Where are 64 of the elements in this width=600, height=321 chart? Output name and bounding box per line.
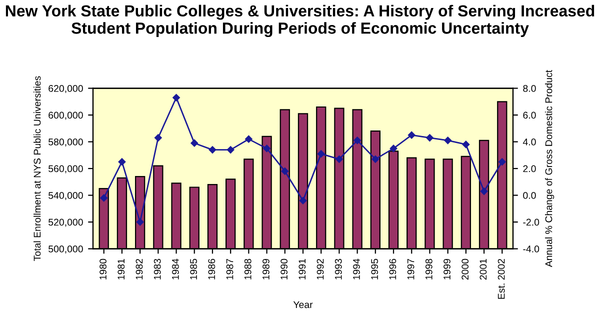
point: [263, 144, 270, 152]
x-tick-label: 1996: [389, 258, 396, 280]
x-tick-label: Est. 2002: [498, 258, 505, 299]
x-tick-label: 1994: [353, 258, 360, 280]
y2-axis-title: Annual % Change of Gross Domestic Product: [545, 70, 554, 268]
x-tick-label: 1982: [136, 258, 143, 280]
point: [299, 196, 307, 204]
point: [444, 136, 452, 144]
x-tick-label: 2001: [480, 258, 487, 280]
y-tick-label: 560,000: [48, 165, 83, 174]
y-tick-label: 520,000: [48, 218, 83, 227]
y-axis-title: Total Enrollment at NYS Public Universities: [34, 76, 41, 261]
y-tick-label: 500,000: [48, 246, 83, 254]
point: [190, 139, 198, 147]
y2-tick-label: 6.0: [523, 112, 536, 119]
y2-tick-label: 4.0: [522, 138, 536, 146]
x-tick-label: 1986: [208, 258, 216, 280]
y-tick-label: 540,000: [48, 192, 83, 200]
y-tick-label: 600,000: [48, 112, 83, 120]
y-tick-label: 580,000: [48, 138, 83, 147]
point: [136, 218, 144, 226]
x-tick-label: 1990: [280, 258, 288, 280]
point: [317, 150, 325, 158]
point: [154, 134, 162, 142]
x-tick-label: 1983: [154, 258, 161, 280]
point: [408, 131, 416, 139]
point: [172, 94, 180, 102]
point: [118, 158, 126, 166]
point: [498, 158, 506, 166]
point: [208, 146, 216, 154]
y2-tick-label: 0.0: [523, 192, 536, 199]
point: [390, 144, 398, 152]
point: [354, 136, 361, 144]
point: [426, 134, 434, 142]
x-axis-title: Year: [293, 301, 313, 308]
x-tick-label: 1997: [407, 258, 414, 280]
point: [462, 140, 470, 148]
x-tick-label: 1980: [100, 258, 106, 280]
x-tick-label: 1991: [298, 258, 306, 280]
x-tick-label: 1987: [226, 258, 234, 280]
y-tick-label: 620,000: [48, 85, 83, 94]
point: [480, 188, 488, 195]
x-tick-label: 1999: [444, 258, 450, 280]
point: [226, 146, 234, 154]
y2-tick-label: -2.0: [523, 218, 540, 226]
x-tick-label: 1992: [316, 258, 324, 280]
point: [372, 156, 380, 163]
x-tick-label: 1993: [334, 258, 342, 280]
x-tick-label: 1995: [371, 258, 378, 280]
x-tick-label: 1985: [190, 258, 197, 280]
x-tick-label: 1988: [244, 258, 252, 280]
x-tick-label: 1989: [262, 258, 270, 280]
y2-tick-label: -4.0: [523, 246, 540, 252]
point: [336, 156, 343, 163]
point: [245, 135, 252, 143]
chart-title: New York State Public Colleges & Universities: A History of Serving Increased Student Population During Periods of Economic Uncertainty: [6, 4, 594, 38]
x-tick-label: 2000: [462, 258, 469, 280]
point: [281, 168, 289, 175]
y2-tick-label: 2.0: [523, 165, 536, 172]
y2-tick-label: 8.0: [523, 85, 536, 92]
x-tick-label: 1984: [172, 258, 179, 280]
x-tick-label: 1981: [118, 258, 125, 280]
point: [100, 194, 108, 202]
x-tick-label: 1998: [425, 258, 432, 280]
